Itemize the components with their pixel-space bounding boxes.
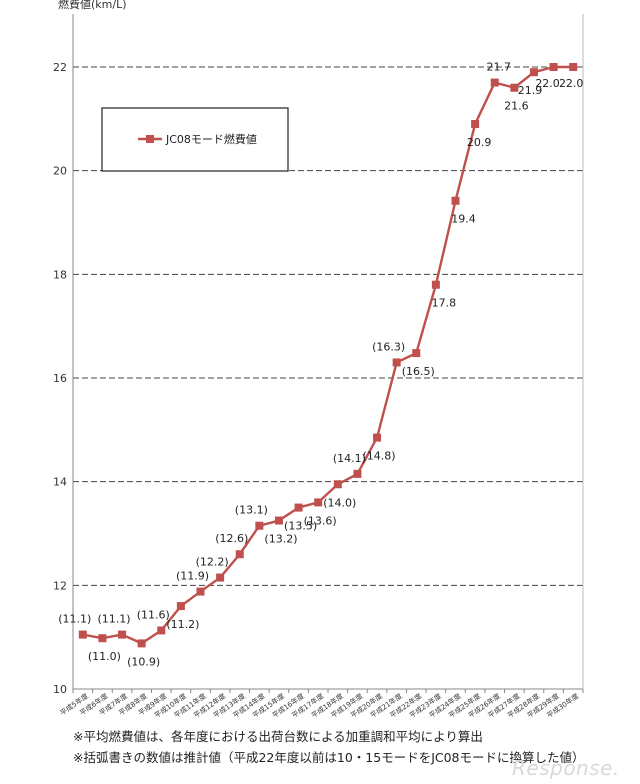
data-label: 22.0 xyxy=(535,77,560,90)
data-label: (16.3) xyxy=(372,340,405,353)
data-label: 20.9 xyxy=(467,136,492,149)
data-point-marker xyxy=(529,68,538,77)
data-label: 22.0 xyxy=(559,77,584,90)
data-point-marker xyxy=(471,120,480,129)
data-label: 17.8 xyxy=(432,297,457,310)
data-point-marker xyxy=(255,521,264,530)
data-point-marker xyxy=(392,358,401,367)
y-tick-label: 16 xyxy=(53,372,67,385)
y-tick-label: 20 xyxy=(53,165,67,178)
data-point-marker xyxy=(490,78,499,87)
data-label: (12.2) xyxy=(196,556,229,569)
data-label: (11.1) xyxy=(58,613,91,626)
data-point-marker xyxy=(78,630,87,639)
data-label: (13.1) xyxy=(235,504,268,517)
data-point-marker xyxy=(157,626,166,635)
watermark-logo: Response. xyxy=(512,756,620,780)
y-tick-label: 10 xyxy=(53,683,67,696)
data-label: (16.5) xyxy=(402,365,435,378)
data-label: (12.6) xyxy=(215,532,248,545)
legend-marker-swatch xyxy=(146,135,154,143)
data-point-marker xyxy=(176,602,185,611)
data-point-marker xyxy=(137,639,146,648)
data-point-marker xyxy=(333,480,342,489)
data-point-marker xyxy=(235,550,244,559)
data-point-marker xyxy=(274,516,283,525)
data-point-marker xyxy=(353,469,362,478)
data-point-marker xyxy=(98,634,107,643)
data-label: (11.2) xyxy=(166,618,199,631)
data-point-marker xyxy=(431,280,440,289)
data-point-marker xyxy=(569,63,578,71)
data-label: (14.1) xyxy=(333,452,366,465)
data-point-marker xyxy=(118,630,127,639)
data-point-marker xyxy=(549,63,558,71)
data-point-marker xyxy=(196,587,205,596)
data-label: (13.6) xyxy=(304,514,337,527)
data-label: 21.6 xyxy=(504,100,529,113)
data-point-marker xyxy=(451,196,460,205)
footnote-weighted-average: ※平均燃費値は、各年度における出荷台数による加重調和平均により算出 xyxy=(73,729,483,744)
y-tick-label: 14 xyxy=(53,476,67,489)
y-tick-label: 18 xyxy=(53,268,67,281)
data-label: (11.9) xyxy=(176,570,209,583)
data-point-marker xyxy=(412,349,421,358)
data-label: (14.0) xyxy=(323,496,356,509)
data-label: (11.0) xyxy=(88,650,121,663)
data-label: (13.2) xyxy=(264,533,297,546)
data-label: 21.9 xyxy=(518,84,543,97)
data-label: (11.1) xyxy=(97,613,130,626)
data-point-marker xyxy=(314,498,323,507)
y-axis-title: 燃費値(km/L) xyxy=(58,0,127,11)
data-label: (13.5) xyxy=(284,520,317,533)
data-point-marker xyxy=(373,433,382,442)
data-point-marker xyxy=(294,503,303,512)
data-label: (11.6) xyxy=(137,608,170,621)
data-label: 19.4 xyxy=(451,213,476,226)
data-point-marker xyxy=(510,83,519,92)
series-line xyxy=(82,65,574,645)
legend-box xyxy=(101,107,289,172)
footnote-estimated-values: ※括弧書きの数値は推計値（平成22年度以前は10・15モードをJC08モードに換… xyxy=(73,750,585,765)
data-point-marker xyxy=(216,573,225,582)
data-label: (14.8) xyxy=(362,450,395,463)
legend-label: JC08モード燃費値 xyxy=(165,132,257,146)
y-tick-label: 12 xyxy=(53,579,67,592)
data-label: (10.9) xyxy=(127,655,160,668)
data-label: 21.7 xyxy=(486,61,511,74)
y-tick-label: 22 xyxy=(53,61,67,74)
